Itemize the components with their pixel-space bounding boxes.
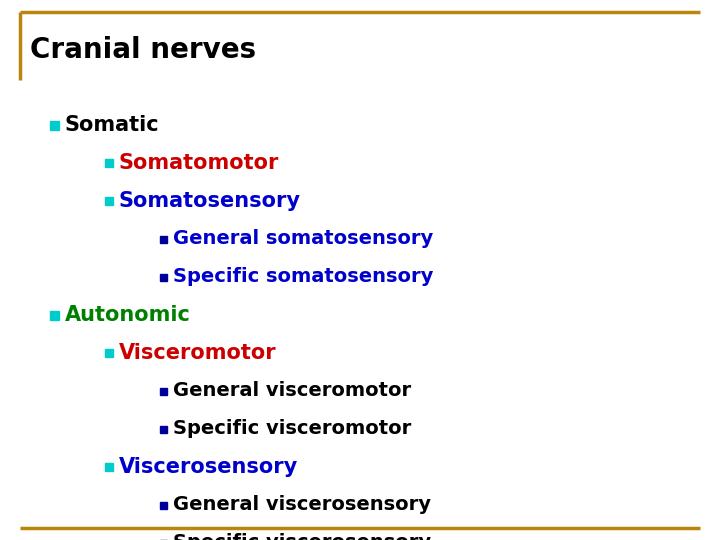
- Bar: [105, 349, 113, 357]
- Text: Cranial nerves: Cranial nerves: [30, 36, 256, 64]
- Bar: [160, 426, 167, 433]
- Text: Viscerosensory: Viscerosensory: [119, 457, 298, 477]
- Bar: [105, 463, 113, 471]
- Bar: [160, 502, 167, 509]
- Bar: [160, 388, 167, 395]
- Text: Somatomotor: Somatomotor: [119, 153, 279, 173]
- Text: Specific somatosensory: Specific somatosensory: [173, 267, 433, 287]
- Text: Somatosensory: Somatosensory: [119, 191, 301, 211]
- Bar: [160, 235, 167, 242]
- Bar: [105, 197, 113, 205]
- Text: General viscerosensory: General viscerosensory: [173, 496, 431, 515]
- Text: General somatosensory: General somatosensory: [173, 230, 433, 248]
- Bar: [50, 310, 59, 320]
- Text: General visceromotor: General visceromotor: [173, 381, 411, 401]
- Text: Somatic: Somatic: [65, 115, 160, 135]
- Bar: [160, 273, 167, 280]
- Text: Specific viscerosensory: Specific viscerosensory: [173, 534, 431, 540]
- Text: Visceromotor: Visceromotor: [119, 343, 276, 363]
- Text: Specific visceromotor: Specific visceromotor: [173, 420, 411, 438]
- Text: Autonomic: Autonomic: [65, 305, 191, 325]
- Bar: [105, 159, 113, 167]
- Bar: [50, 120, 59, 130]
